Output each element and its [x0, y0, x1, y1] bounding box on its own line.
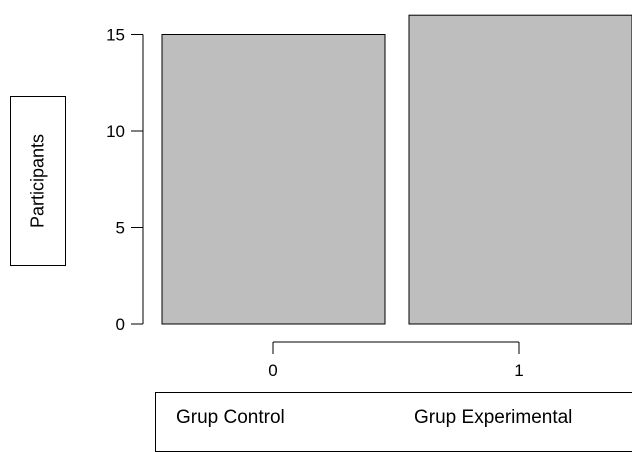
group-legend: Grup Control Grup Experimental [155, 392, 632, 452]
legend-item-control: Grup Control [176, 407, 285, 428]
y-axis-label-box: Participants [10, 96, 66, 266]
y-tick-label: 5 [116, 219, 125, 238]
y-tick-label: 0 [116, 315, 125, 334]
y-tick-label: 10 [106, 122, 125, 141]
x-tick-label: 1 [514, 361, 523, 380]
y-axis-label: Participants [27, 133, 48, 229]
legend-item-experimental: Grup Experimental [414, 407, 573, 428]
y-tick-label: 15 [106, 26, 125, 45]
bars [161, 14, 632, 325]
bar [161, 34, 386, 325]
bar [408, 14, 632, 325]
y-axis: 0 5 10 15 [106, 26, 144, 334]
x-tick-label: 0 [268, 361, 277, 380]
